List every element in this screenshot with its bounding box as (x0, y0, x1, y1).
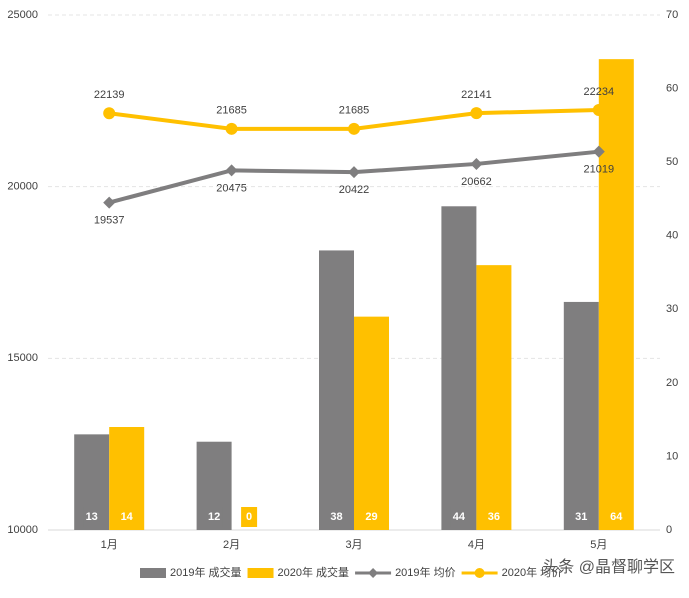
label-bg (118, 507, 135, 527)
y-tick-label: 20000 (7, 181, 38, 193)
label-bg (83, 507, 100, 527)
legend-swatch (140, 568, 166, 578)
legend-label: 2019年 均价 (395, 565, 456, 579)
marker (470, 107, 483, 120)
bar-value-label: 44 (453, 511, 466, 523)
bar-value-label: 64 (610, 511, 623, 523)
marker (348, 122, 360, 135)
bar-value-label: 13 (86, 511, 98, 523)
y2-tick-label: 10 (666, 450, 678, 462)
x-tick-label: 5月 (590, 539, 607, 551)
bar-value-label: 12 (208, 511, 220, 523)
bar-value-label: 0 (246, 511, 252, 523)
legend-marker (474, 568, 485, 578)
label-bg (573, 507, 590, 527)
marker (103, 107, 116, 120)
line-value-label: 19537 (94, 214, 125, 226)
bar (476, 265, 512, 530)
label-bg (328, 507, 345, 527)
label-bg (608, 507, 625, 527)
x-tick-label: 1月 (101, 539, 118, 551)
y-tick-label: 25000 (7, 9, 38, 21)
bar-value-label: 36 (488, 511, 500, 523)
marker (470, 157, 483, 170)
line-value-label: 22139 (94, 89, 125, 101)
bar-value-label: 31 (575, 511, 587, 523)
watermark: 头条 @晶督聊学区 (542, 558, 675, 576)
line-value-label: 20422 (339, 184, 370, 196)
bar (598, 59, 634, 531)
y2-tick-label: 70 (666, 9, 678, 21)
x-tick-label: 4月 (468, 539, 485, 551)
legend-label: 2020年 成交量 (278, 565, 350, 579)
bar-value-label: 29 (365, 511, 377, 523)
legend-label: 2019年 成交量 (170, 565, 242, 579)
legend-marker (368, 568, 379, 578)
y2-tick-label: 30 (666, 303, 678, 315)
x-tick-label: 3月 (345, 539, 362, 551)
line-value-label: 21685 (216, 105, 247, 117)
marker (592, 103, 605, 116)
bar-value-label: 14 (121, 511, 134, 523)
label-bg (450, 507, 467, 527)
marker (348, 166, 360, 179)
line-value-label: 22141 (461, 89, 492, 101)
line-value-label: 22234 (584, 86, 615, 98)
y-tick-label: 15000 (7, 352, 38, 364)
y2-tick-label: 60 (666, 82, 678, 94)
y2-tick-label: 40 (666, 230, 678, 242)
line-value-label: 21019 (584, 164, 615, 176)
y-tick-label: 10000 (7, 524, 38, 536)
bar (563, 301, 599, 530)
marker (103, 196, 116, 209)
label-bg (241, 507, 258, 527)
line-value-label: 20475 (216, 182, 247, 194)
label-bg (485, 507, 502, 527)
marker (592, 145, 605, 158)
bar-value-label: 38 (330, 511, 342, 523)
label-bg (363, 507, 380, 527)
y2-tick-label: 50 (666, 156, 678, 168)
line-value-label: 21685 (339, 105, 370, 117)
label-bg (206, 507, 223, 527)
x-tick-label: 2月 (223, 539, 240, 551)
y2-tick-label: 20 (666, 377, 678, 389)
legend-label: 2020年 均价 (502, 565, 563, 579)
marker (225, 164, 238, 177)
bar (441, 206, 477, 531)
marker (225, 122, 238, 135)
legend-swatch (247, 568, 274, 578)
y2-tick-label: 0 (666, 524, 672, 536)
bar (319, 250, 354, 530)
line-value-label: 20662 (461, 176, 492, 188)
bar (354, 316, 389, 530)
